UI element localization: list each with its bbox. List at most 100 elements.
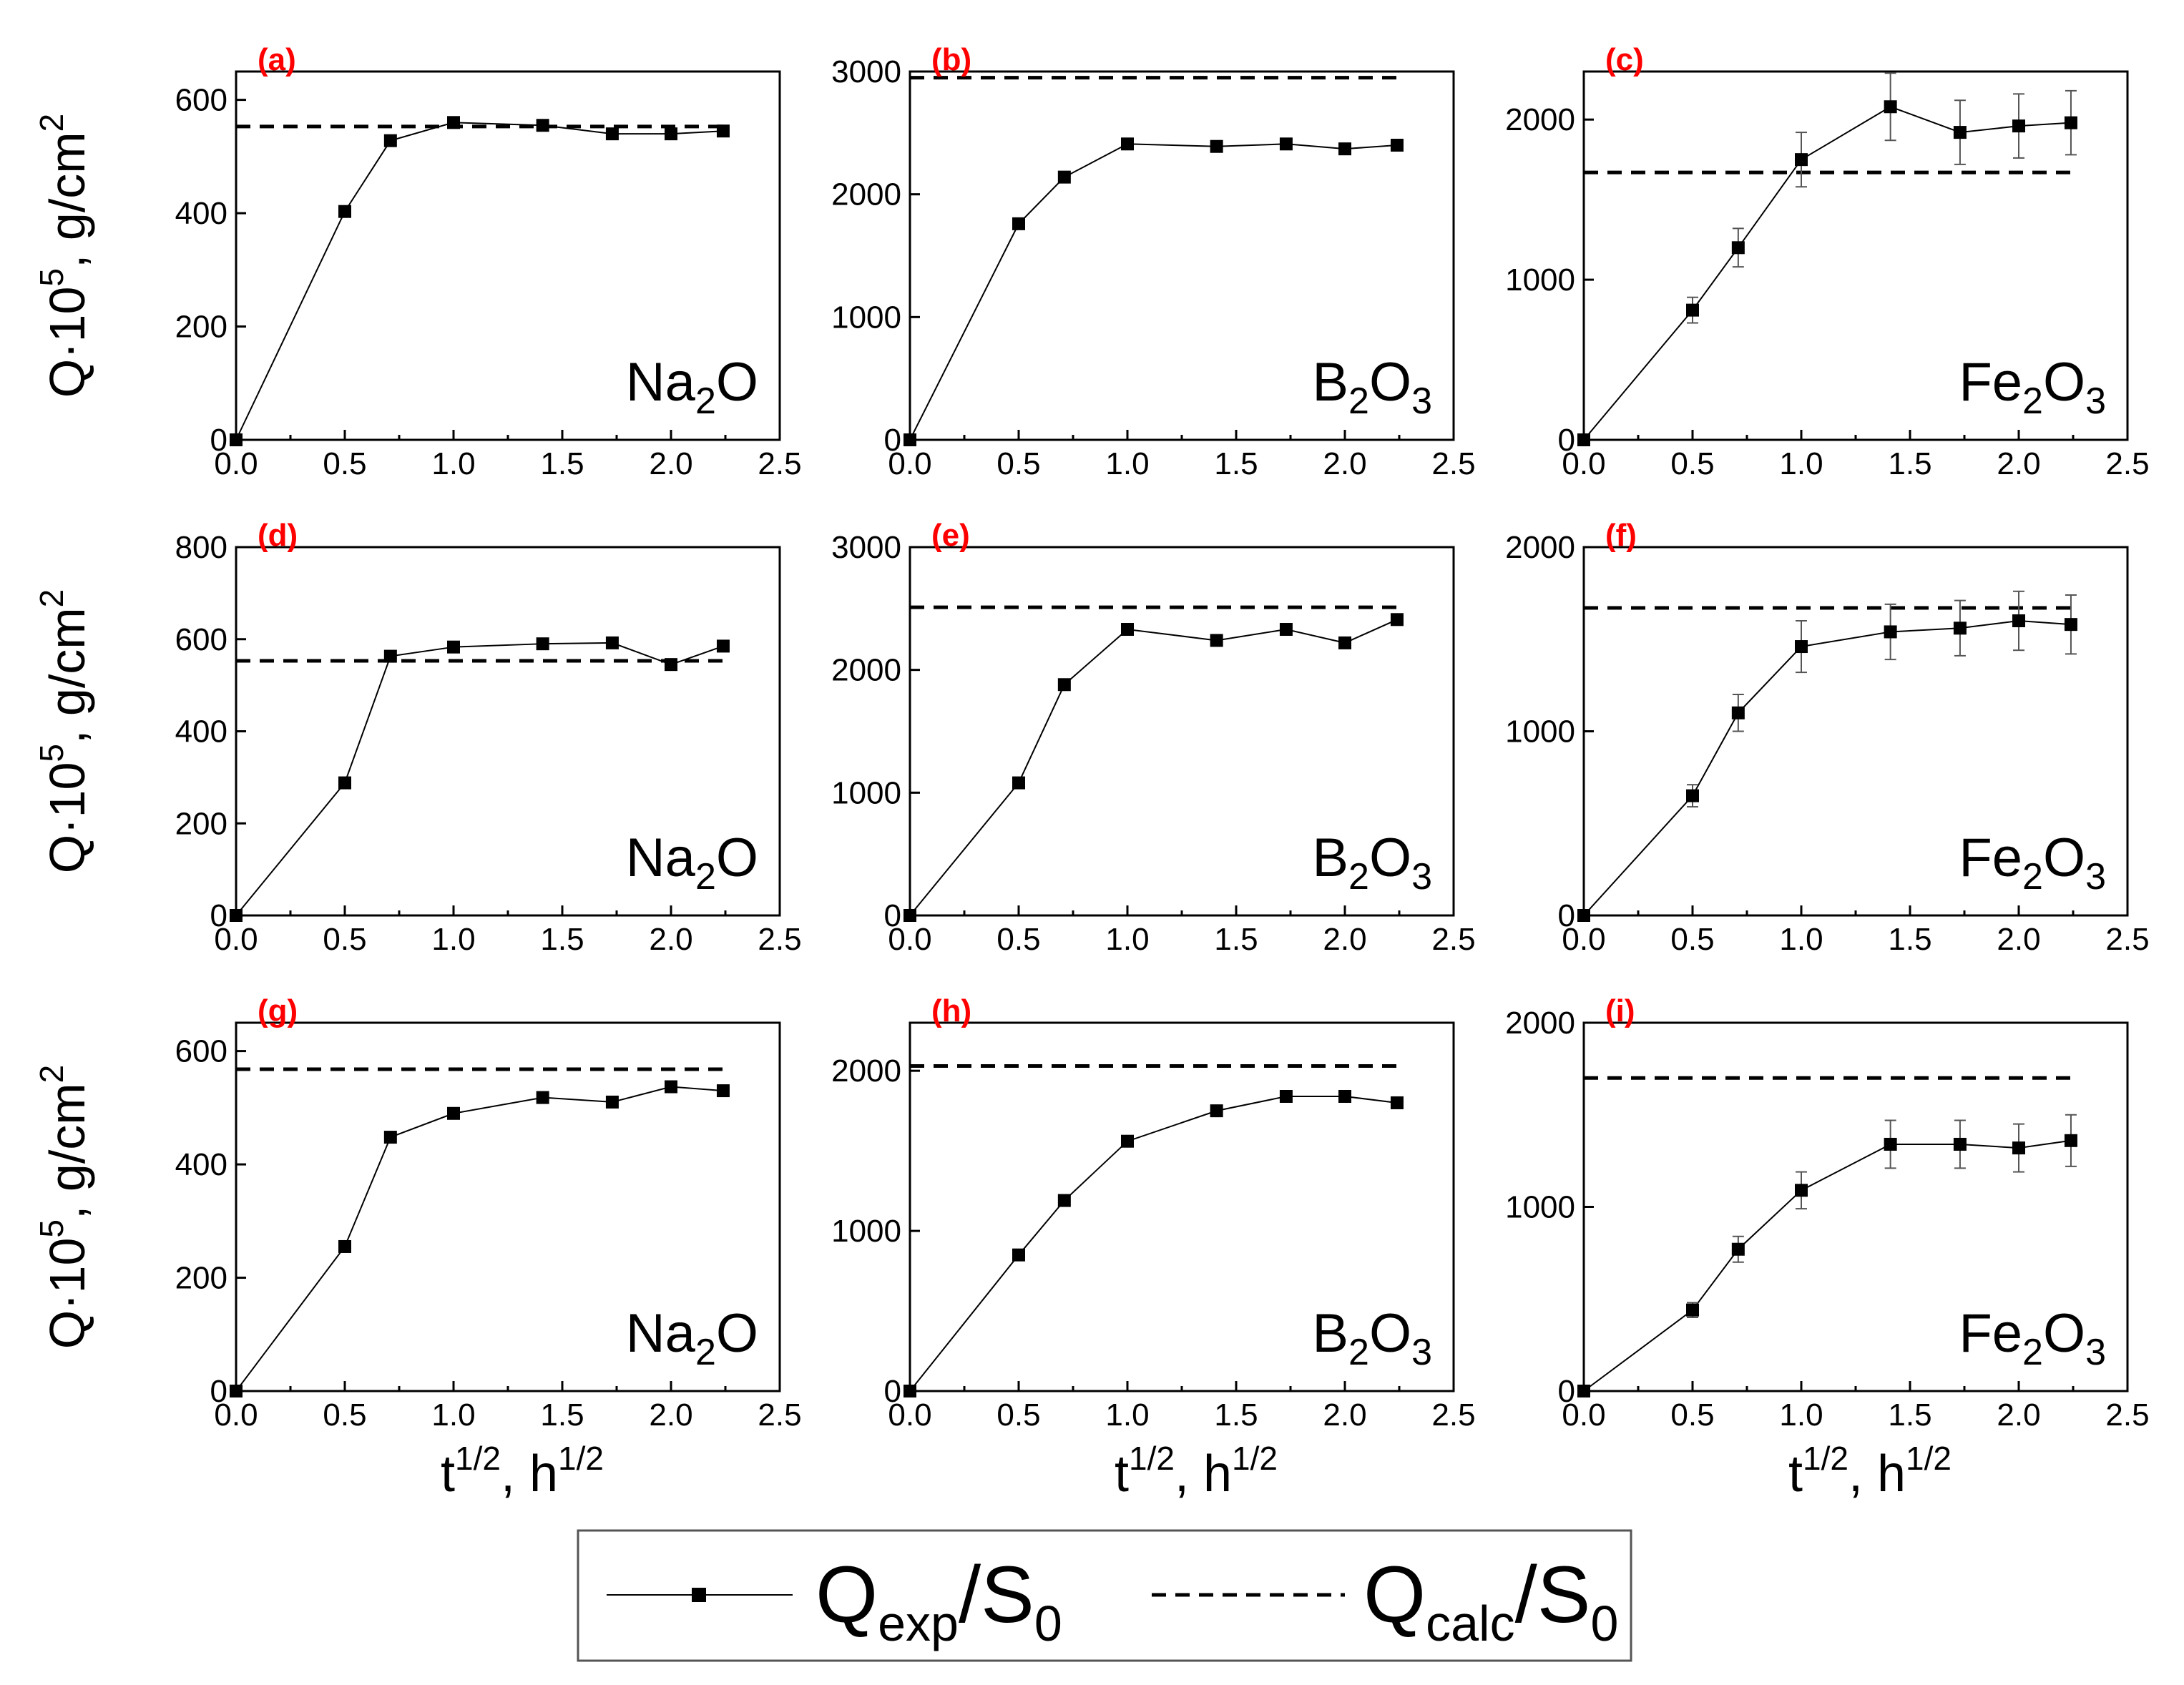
data-point <box>1012 776 1025 790</box>
x-tick-label: 0.5 <box>996 1397 1040 1433</box>
x-tick-label: 0.0 <box>1562 922 1605 957</box>
x-tick-label: 0.0 <box>888 1397 931 1433</box>
x-tick-label: 2.0 <box>1997 922 2040 957</box>
x-tick-label: 2.0 <box>1323 922 1366 957</box>
y-tick-label: 600 <box>175 83 227 118</box>
oxide-label: B2O3 <box>1312 827 1432 898</box>
x-axis-label-text: t <box>1115 1445 1129 1503</box>
y-tick-label: 3000 <box>831 54 901 89</box>
legend-text: Q <box>816 1550 878 1639</box>
x-tick-label: 1.0 <box>431 922 475 957</box>
legend: Qexp/S0 Qcalc/S0 <box>577 1529 1632 1662</box>
exp-series-line <box>1583 1139 2072 1392</box>
data-point <box>665 658 677 672</box>
x-tick-label: 1.0 <box>431 1397 475 1433</box>
x-tick-label: 1.5 <box>540 1397 584 1433</box>
x-axis-label-sup: 1/2 <box>1906 1440 1952 1477</box>
data-point <box>536 119 549 132</box>
y-tick-label: 0 <box>210 423 227 458</box>
oxide-element: O <box>716 1303 758 1364</box>
data-point <box>1884 625 1897 639</box>
data-point <box>1731 1242 1745 1256</box>
y-tick-label: 400 <box>175 1147 227 1182</box>
data-point <box>605 1095 619 1109</box>
oxide-subscript: 2 <box>695 856 716 898</box>
oxide-subscript: 3 <box>2085 1332 2106 1373</box>
panel-label: (h) <box>931 993 971 1028</box>
data-point <box>2012 614 2025 627</box>
y-tick-label: 400 <box>175 714 227 750</box>
data-point <box>1057 678 1071 692</box>
oxide-subscript: 3 <box>1411 856 1432 898</box>
panel-label: (b) <box>931 42 971 77</box>
x-tick-label: 2.5 <box>758 1397 801 1433</box>
oxide-element: O <box>1369 352 1411 413</box>
data-point <box>1390 1096 1404 1109</box>
exp-series-line <box>235 122 724 441</box>
y-tick-label: 2000 <box>1505 102 1575 137</box>
data-point <box>716 124 730 138</box>
data-point <box>1338 1090 1351 1103</box>
oxide-element: Na <box>626 1303 696 1364</box>
x-tick-label: 1.0 <box>1105 922 1149 957</box>
x-tick-label: 0.5 <box>323 922 366 957</box>
oxide-element: O <box>1369 827 1411 888</box>
oxide-subscript: 2 <box>2022 856 2043 898</box>
oxide-element: B <box>1312 352 1348 413</box>
x-tick-label: 0.0 <box>214 922 258 957</box>
exp-series-line <box>909 1096 1398 1392</box>
y-tick-label: 1000 <box>1505 714 1575 750</box>
data-point <box>1338 142 1351 156</box>
x-tick-label: 0.0 <box>888 446 931 481</box>
y-tick-label: 0 <box>884 423 901 458</box>
x-tick-label: 2.5 <box>1431 1397 1475 1433</box>
x-tick-label: 1.0 <box>1779 922 1823 957</box>
y-axis-label-text: Q·10 <box>39 762 95 874</box>
chart-panel-b: 0.0 0.5 1.0 1.5 2.0 2.5 0 1000 2000 3000 (b) B2O3 <box>831 42 1475 481</box>
data-point <box>1953 126 1967 139</box>
x-tick-label: 1.0 <box>1779 1397 1823 1433</box>
oxide-element: O <box>1369 1303 1411 1364</box>
y-axis-label: Q·105, g/cm2 <box>33 1065 95 1349</box>
exp-series-line <box>909 143 1398 441</box>
data-point <box>904 1385 916 1397</box>
y-tick-label: 0 <box>1558 423 1575 458</box>
oxide-subscript: 3 <box>1411 380 1432 422</box>
x-tick-label: 0.5 <box>996 446 1040 481</box>
exp-series-line <box>909 619 1398 916</box>
data-point <box>1577 909 1590 922</box>
chart-panel-e: 0.0 0.5 1.0 1.5 2.0 2.5 0 1000 2000 3000 (e) B2O3 <box>831 518 1475 957</box>
data-point <box>1577 433 1590 446</box>
panel-label: (c) <box>1605 42 1644 77</box>
y-tick-label: 200 <box>175 310 227 345</box>
y-tick-label: 2000 <box>831 177 901 212</box>
data-point <box>2064 116 2077 129</box>
x-axis-label-sup: 1/2 <box>1129 1440 1175 1477</box>
y-tick-label: 3000 <box>831 530 901 565</box>
x-axis-label-text: t <box>441 1445 455 1503</box>
x-tick-label: 0.5 <box>1670 1397 1714 1433</box>
data-point <box>1686 1303 1699 1317</box>
x-axis-label: t1/2, h1/2 <box>1115 1440 1278 1503</box>
x-tick-label: 2.0 <box>1323 446 1366 481</box>
x-tick-label: 1.0 <box>1105 446 1149 481</box>
panel-label: (d) <box>258 518 298 553</box>
data-point <box>447 1106 460 1120</box>
data-point <box>1731 706 1745 719</box>
y-axis-label-text: , g/cm <box>39 607 95 744</box>
data-point <box>447 116 460 129</box>
legend-exp-label: Qexp/S0 <box>816 1550 1062 1651</box>
y-tick-label: 1000 <box>1505 262 1575 298</box>
x-axis-label-text: , h <box>1848 1445 1906 1503</box>
oxide-subscript: 2 <box>695 380 716 422</box>
oxide-element: O <box>2043 1303 2085 1364</box>
data-point <box>447 640 460 654</box>
data-point <box>1210 1104 1223 1118</box>
x-tick-label: 2.0 <box>649 446 692 481</box>
oxide-subscript: 2 <box>2022 1332 2043 1373</box>
exp-series-line <box>1583 619 2072 916</box>
x-tick-label: 0.5 <box>323 446 366 481</box>
data-point <box>1577 1385 1590 1397</box>
x-tick-label: 2.5 <box>758 446 801 481</box>
